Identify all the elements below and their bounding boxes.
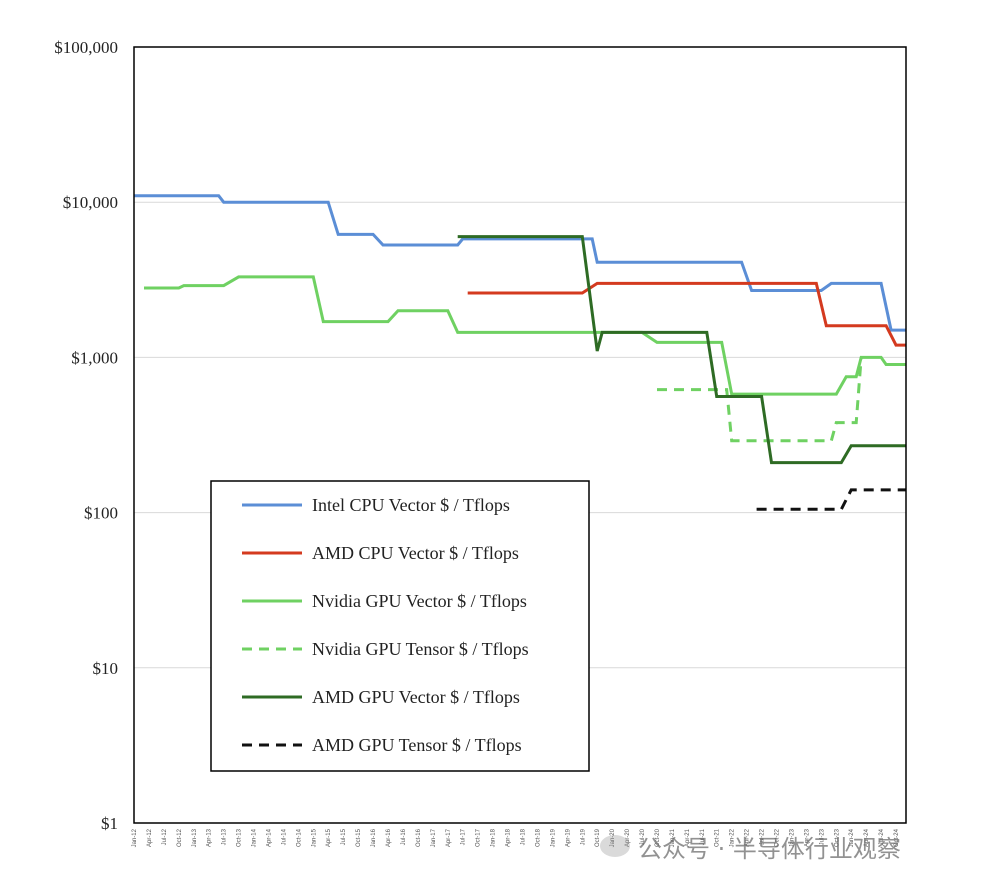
x-tick-label: Oct-13 [237,828,243,847]
x-tick-label: Apr-15 [326,828,332,847]
x-tick-label: Jul-22 [760,828,766,845]
x-tick-label: Oct-24 [894,828,900,847]
x-tick-label: Jan-18 [491,828,497,847]
series-line-6 [756,488,906,511]
x-tick-label: Apr-24 [864,828,870,847]
series-line-4 [657,357,863,443]
x-tick-label: Oct-23 [834,828,840,847]
x-tick-label: Apr-23 [804,828,810,847]
x-tick-label: Jul-14 [281,828,287,845]
x-tick-label: Apr-22 [745,828,751,847]
x-tick-label: Jul-19 [580,828,586,845]
legend-label: AMD GPU Tensor $ / Tflops [312,735,522,755]
legend-label: AMD CPU Vector $ / Tflops [312,543,519,563]
x-tick-label: Apr-13 [207,828,213,847]
x-tick-label: Jan-15 [311,828,317,847]
x-tick-label: Jan-24 [849,828,855,847]
x-tick-label: Jul-23 [819,828,825,845]
x-tick-label: Apr-19 [565,828,571,847]
x-tick-label: Jan-12 [132,828,138,847]
x-tick-label: Oct-12 [177,828,183,847]
x-tick-label: Jul-21 [700,828,706,845]
x-tick-label: Jul-13 [222,828,228,845]
x-tick-label: Jul-24 [879,828,885,845]
x-tick-label: Jul-20 [640,828,646,845]
x-tick-label: Jan-22 [730,828,736,847]
x-tick-label: Oct-18 [535,828,541,847]
x-tick-label: Jan-16 [371,828,377,847]
x-tick-label: Oct-21 [715,828,721,847]
series-line-1 [134,194,906,332]
x-tick-label: Oct-20 [655,828,661,847]
legend-label: AMD GPU Vector $ / Tflops [312,687,520,707]
x-tick-label: Oct-15 [356,828,362,847]
x-tick-label: Jan-23 [789,828,795,847]
y-tick-label: $100 [84,504,118,523]
x-tick-label: Jul-15 [341,828,347,845]
legend-box [210,480,590,772]
x-tick-label: Jul-18 [520,828,526,845]
x-tick-label: Apr-16 [386,828,392,847]
x-tick-label: Oct-19 [595,828,601,847]
legend-label: Nvidia GPU Tensor $ / Tflops [312,639,529,659]
legend-label: Intel CPU Vector $ / Tflops [312,495,510,515]
watermark: 公众号 · 半导体行业观察 [600,829,901,863]
x-tick-label: Jan-21 [670,828,676,847]
watermark-text: 公众号 · 半导体行业观察 [638,834,901,863]
x-tick-label: Oct-22 [775,828,781,847]
x-tick-label: Apr-14 [266,828,272,847]
x-tick-label: Oct-14 [296,828,302,847]
y-tick-label: $1 [101,814,118,833]
series-line-5 [457,235,906,465]
x-tick-label: Jul-16 [401,828,407,845]
x-tick-label: Jan-20 [610,828,616,847]
x-tick-label: Apr-20 [625,828,631,847]
x-tick-label: Jan-19 [550,828,556,847]
plot-area-border [133,46,907,824]
x-tick-label: Oct-16 [416,828,422,847]
x-tick-label: Jan-14 [252,828,258,847]
x-tick-label: Oct-17 [476,828,482,847]
series-line-2 [467,281,906,347]
x-tick-label: Apr-17 [446,828,452,847]
x-tick-label: Jul-12 [162,828,168,845]
legend-label: Nvidia GPU Vector $ / Tflops [312,591,527,611]
y-tick-label: $10,000 [63,193,118,212]
x-tick-label: Jan-17 [431,828,437,847]
x-tick-label: Jan-13 [192,828,198,847]
x-tick-label: Apr-18 [506,828,512,847]
legend: Intel CPU Vector $ / Tflops AMD CPU Vecto… [210,480,590,772]
x-tick-label: Apr-21 [685,828,691,847]
x-tick-label: Apr-12 [147,828,153,847]
wechat-icon [600,835,630,857]
x-tick-label: Jul-17 [461,828,467,845]
y-tick-label: $100,000 [54,38,118,57]
series-line-3 [144,275,906,396]
y-tick-label: $10 [93,659,119,678]
y-tick-label: $1,000 [71,348,118,367]
